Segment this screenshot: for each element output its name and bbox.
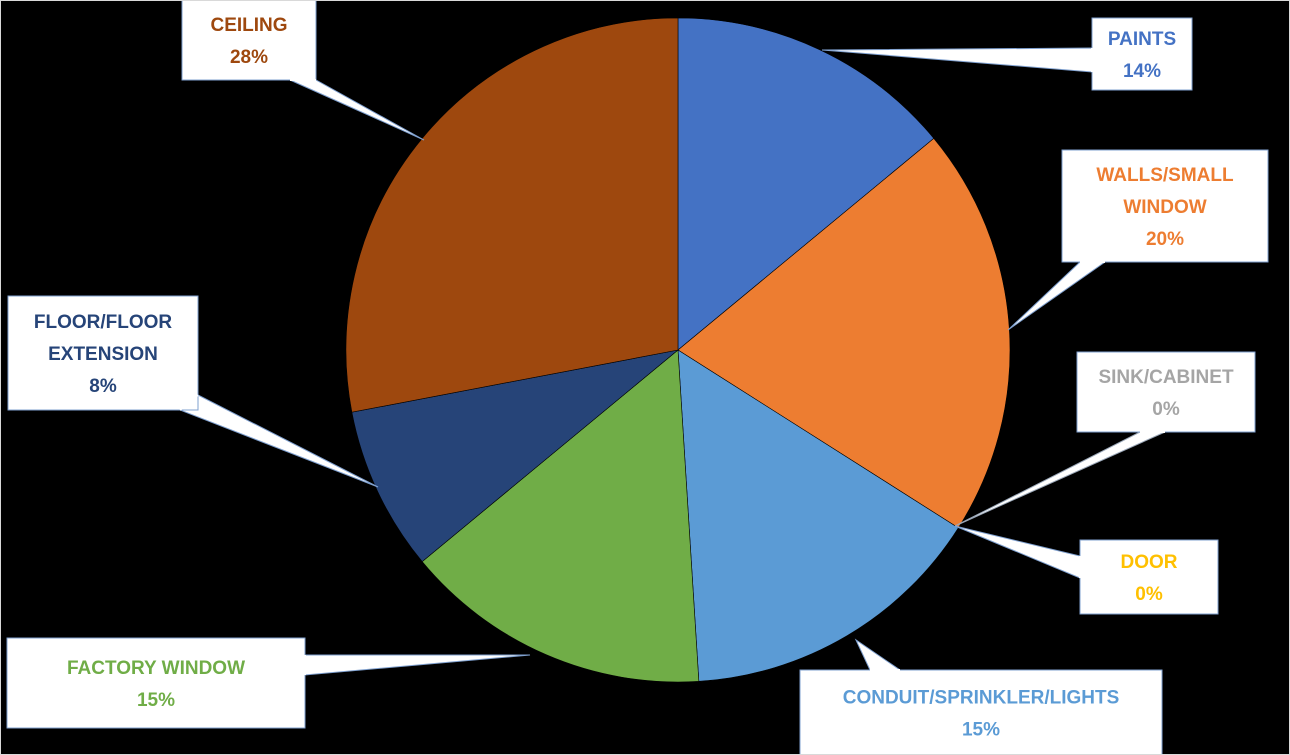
data-label-value: 20% [1146,229,1184,250]
callout-box [799,669,1163,755]
callout-pointer-seam [179,394,199,411]
data-label-value: 28% [230,47,268,68]
callout-walls-small-window: WALLS/SMALL WINDOW 20% [1007,149,1269,331]
data-label-category: FACTORY WINDOW [67,658,245,679]
callout-pointer [821,47,1093,73]
pie-slice-factory-window [421,349,700,683]
data-label-category: FLOOR/FLOOR [34,312,173,333]
data-label-value: 14% [1123,61,1161,82]
callout-pointer [304,654,531,676]
data-label-category: EXTENSION [48,344,158,365]
callout-ceiling: CEILING 28% [181,0,425,141]
callout-box [7,295,199,411]
data-label-category: SINK/CABINET [1098,367,1234,388]
callout-factory-window: FACTORY WINDOW 15% [6,637,531,729]
data-label-category: WALLS/SMALL [1096,165,1234,186]
data-label-value: 8% [89,376,117,397]
pie-slice-floor-floor-extension [351,349,679,563]
data-label-category: PAINTS [1108,29,1176,50]
pie-slice-ceiling [345,17,679,413]
callout-floor-floor-extension: FLOOR/FLOOR EXTENSION 8% [7,295,379,488]
pie-slices [345,17,1011,683]
callout-pointer [289,79,425,141]
callout-conduit-sprinkler-lights: CONDUIT/SPRINKLER/LIGHTS 15% [799,638,1163,755]
pie-slice-conduit-sprinkler-lights [677,349,959,682]
data-label-category: DOOR [1121,552,1178,573]
data-label-category: CONDUIT/SPRINKLER/LIGHTS [843,688,1120,709]
callout-paints: PAINTS 14% [821,17,1193,91]
data-label-value: 0% [1152,399,1180,420]
callout-box [1076,351,1256,433]
data-label-callouts: PAINTS 14% WALLS/SMALL WINDOW 20% SINK/CABINE… [6,0,1269,755]
callout-pointer [854,638,902,671]
callout-sink-cabinet: SINK/CABINET 0% [954,351,1256,527]
callout-box [181,0,317,81]
callout-pointer [954,525,1081,579]
callout-box [1091,17,1193,91]
callout-box [1061,149,1269,263]
data-label-value: 15% [137,690,175,711]
data-label-value: 15% [962,720,1000,741]
callout-door: DOOR 0% [954,525,1219,615]
callout-pointer [1007,261,1107,331]
callout-box [6,637,306,729]
data-label-category: WINDOW [1123,197,1206,218]
data-label-value: 0% [1135,584,1163,605]
data-label-category: CEILING [210,15,287,36]
callout-pointer [179,394,379,488]
pie-slice-paints [677,17,935,351]
